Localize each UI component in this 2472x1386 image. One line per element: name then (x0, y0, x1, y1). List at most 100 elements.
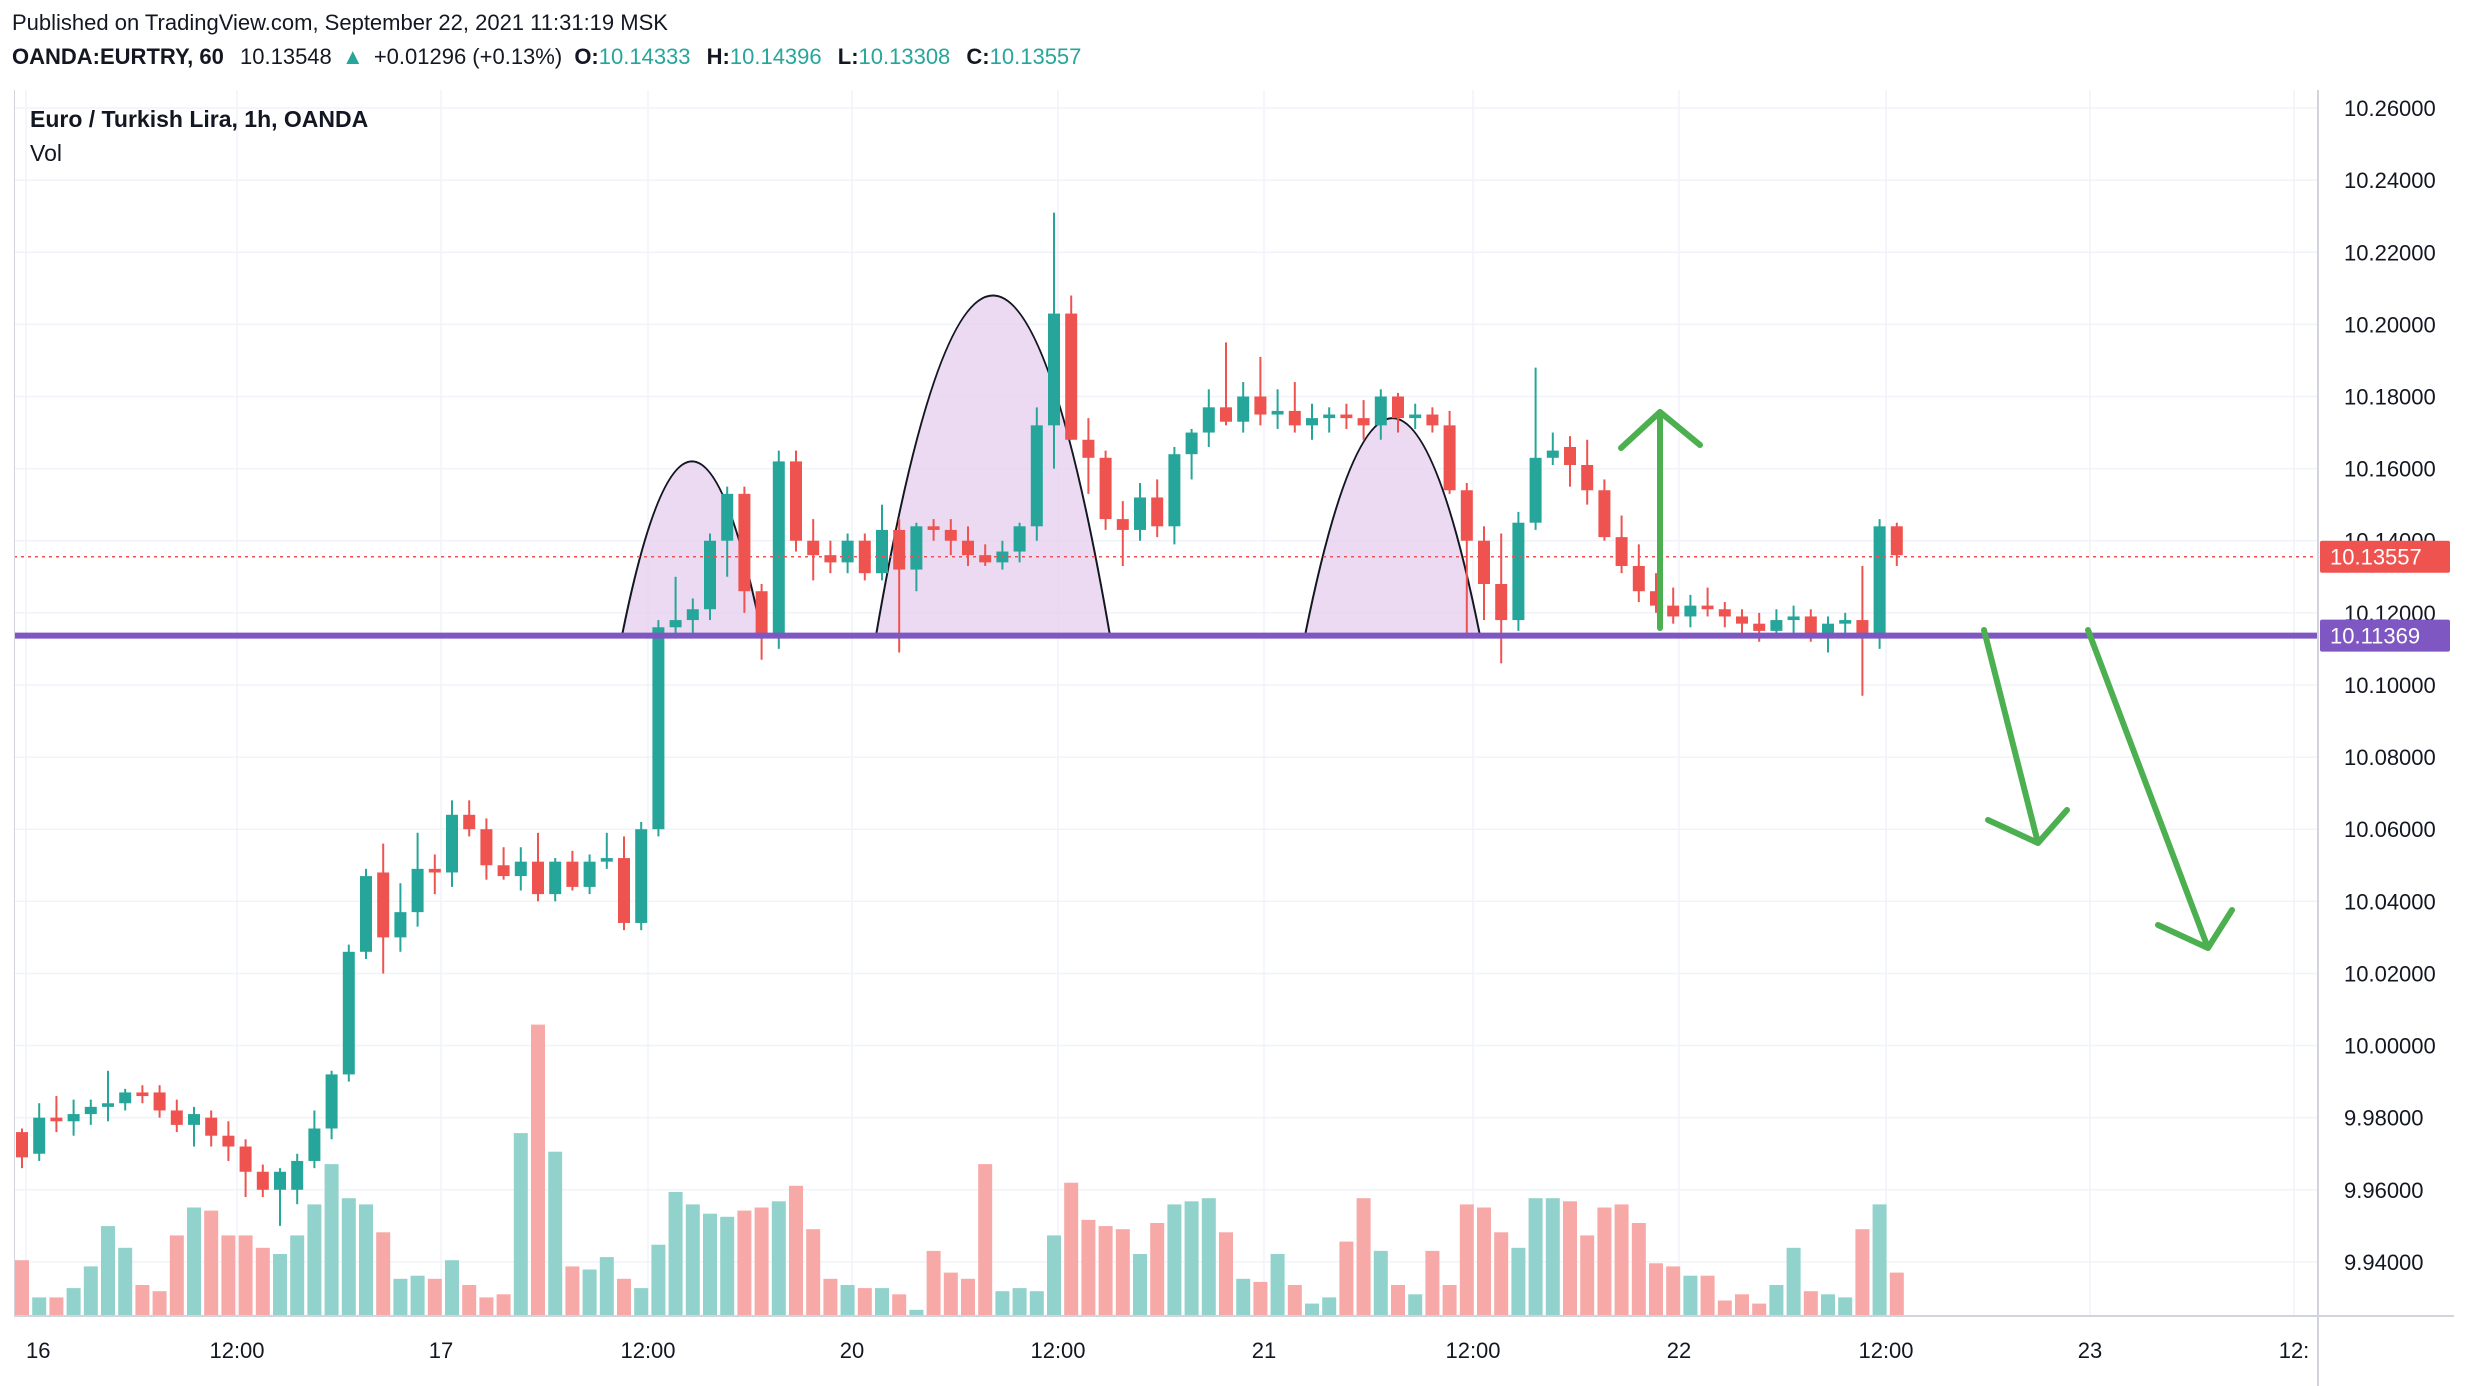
chart-frame[interactable]: 10.26000 10.24000 10.22000 10.20000 10.18000… (14, 90, 2472, 1386)
candle[interactable] (738, 486, 751, 613)
candle[interactable] (1512, 511, 1525, 631)
candle[interactable] (944, 519, 957, 556)
candle[interactable] (480, 818, 493, 880)
candle[interactable] (1615, 515, 1628, 574)
candle[interactable] (67, 1099, 80, 1136)
candle[interactable] (1684, 594, 1697, 628)
candle[interactable] (1134, 483, 1146, 541)
candle[interactable] (153, 1085, 166, 1118)
candle[interactable] (962, 526, 974, 566)
candle[interactable] (772, 450, 785, 649)
candle[interactable] (532, 832, 544, 902)
candle[interactable] (1443, 410, 1456, 494)
candle[interactable] (618, 836, 630, 931)
candle[interactable] (1873, 519, 1886, 649)
candle[interactable] (1839, 612, 1852, 635)
candle[interactable] (686, 598, 699, 639)
candle[interactable] (1787, 605, 1800, 635)
candle[interactable] (1202, 389, 1215, 447)
candle[interactable] (1478, 526, 1490, 621)
candle[interactable] (308, 1110, 321, 1169)
candle[interactable] (33, 1103, 46, 1161)
candle[interactable] (1529, 367, 1542, 530)
candle[interactable] (1116, 501, 1129, 566)
candle[interactable] (1306, 403, 1318, 440)
candle[interactable] (549, 858, 562, 902)
candle[interactable] (1667, 587, 1680, 624)
candle[interactable] (1701, 587, 1714, 617)
candle[interactable] (566, 850, 579, 891)
candle[interactable] (807, 519, 820, 581)
candle[interactable] (1374, 389, 1387, 440)
candle[interactable] (1254, 356, 1267, 426)
candle[interactable] (979, 544, 992, 566)
symbol-label[interactable]: OANDA:EURTRY, 60 (12, 44, 224, 69)
candle[interactable] (1546, 432, 1559, 466)
candle[interactable] (50, 1096, 63, 1133)
candle[interactable] (1288, 382, 1301, 433)
candle[interactable] (893, 519, 906, 653)
candle[interactable] (1013, 522, 1026, 563)
candle[interactable] (1340, 403, 1353, 429)
candle[interactable] (824, 540, 837, 574)
candle[interactable] (858, 533, 871, 581)
candle[interactable] (222, 1121, 235, 1161)
candle[interactable] (119, 1088, 132, 1111)
candle[interactable] (1426, 407, 1439, 433)
candle[interactable] (497, 847, 510, 880)
candle[interactable] (1736, 609, 1748, 635)
candle[interactable] (1237, 382, 1250, 433)
candle[interactable] (1030, 407, 1043, 541)
candle[interactable] (394, 883, 407, 952)
candle[interactable] (1168, 446, 1181, 545)
candle[interactable] (1564, 436, 1576, 487)
candle[interactable] (927, 519, 940, 541)
candle[interactable] (428, 854, 441, 895)
candle[interactable] (1598, 479, 1611, 541)
candle[interactable] (463, 800, 476, 837)
candle[interactable] (360, 868, 372, 960)
candle[interactable] (1581, 439, 1594, 505)
candle[interactable] (102, 1070, 114, 1122)
candle[interactable] (239, 1139, 252, 1198)
candle[interactable] (704, 533, 716, 621)
candle[interactable] (1718, 602, 1731, 628)
candle[interactable] (377, 843, 390, 974)
candle[interactable] (1082, 418, 1095, 494)
candle[interactable] (446, 800, 458, 887)
candle[interactable] (1185, 428, 1198, 480)
candle[interactable] (136, 1085, 149, 1104)
candle[interactable] (170, 1099, 183, 1133)
candle[interactable] (291, 1153, 304, 1205)
candle[interactable] (1323, 407, 1336, 433)
candle[interactable] (84, 1099, 97, 1125)
candle[interactable] (342, 944, 355, 1082)
candle[interactable] (1409, 403, 1422, 429)
candle[interactable] (910, 522, 923, 592)
candle[interactable] (583, 854, 596, 895)
candle[interactable] (635, 821, 648, 931)
candle[interactable] (600, 832, 613, 869)
candle[interactable] (721, 486, 734, 577)
candle[interactable] (1632, 544, 1645, 603)
candle[interactable] (411, 832, 424, 927)
candle[interactable] (205, 1110, 218, 1147)
candle[interactable] (669, 576, 682, 635)
candle[interactable] (1392, 392, 1404, 433)
candle[interactable] (1220, 342, 1232, 426)
candle[interactable] (1048, 212, 1060, 469)
candle[interactable] (1495, 533, 1508, 664)
candle[interactable] (1271, 389, 1284, 429)
candle[interactable] (876, 504, 888, 581)
candle[interactable] (188, 1106, 200, 1147)
candle[interactable] (274, 1168, 286, 1226)
chart-canvas[interactable]: 10.26000 10.24000 10.22000 10.20000 10.18000… (14, 90, 2472, 1386)
candle[interactable] (1099, 450, 1112, 530)
candle[interactable] (256, 1164, 269, 1198)
candle[interactable] (1065, 295, 1078, 440)
candle[interactable] (325, 1070, 338, 1140)
candle[interactable] (16, 1128, 28, 1169)
candle[interactable] (790, 450, 802, 552)
candle[interactable] (514, 847, 527, 891)
candle[interactable] (1460, 483, 1473, 639)
